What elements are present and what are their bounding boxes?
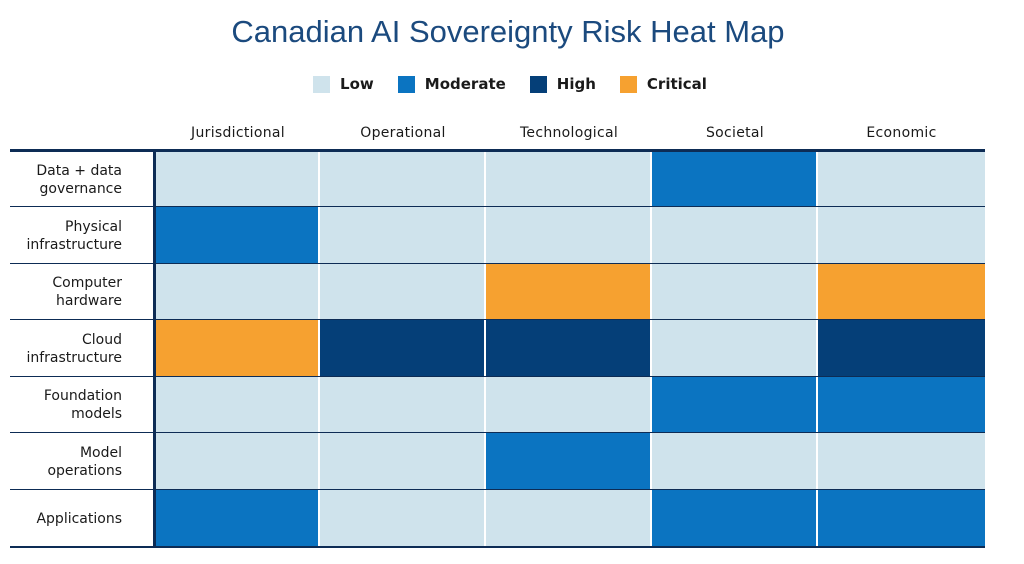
row-label: Model operations xyxy=(10,433,122,490)
legend-swatch xyxy=(397,75,415,93)
heatmap-cell xyxy=(652,264,818,320)
legend-label: Critical xyxy=(646,75,707,93)
heatmap-cell xyxy=(818,377,985,433)
column-header: Jurisdictional xyxy=(191,125,285,141)
row-label: Foundation models xyxy=(10,377,122,433)
column-header: Economic xyxy=(866,125,937,141)
row-label: Physical infrastructure xyxy=(10,207,122,264)
legend-swatch xyxy=(529,75,547,93)
heatmap-cell xyxy=(818,320,985,377)
chart-title: Canadian AI Sovereignty Risk Heat Map xyxy=(231,14,785,49)
heatmap-cell xyxy=(320,320,486,377)
legend-swatch xyxy=(313,75,331,93)
heatmap-cell xyxy=(156,207,320,264)
row-divider xyxy=(10,319,985,320)
heatmap-cell xyxy=(818,490,985,547)
legend-label: Moderate xyxy=(424,75,506,93)
legend: Low Moderate High Critical xyxy=(0,75,1024,93)
heatmap-cell xyxy=(320,490,486,547)
heatmap-cell xyxy=(486,207,652,264)
heatmap-cell xyxy=(320,264,486,320)
row-label: Cloud infrastructure xyxy=(10,320,122,377)
heatmap-cell xyxy=(486,377,652,433)
heatmap-cell xyxy=(486,264,652,320)
row-label-text: Data + data governance xyxy=(36,162,122,197)
heatmap-cell xyxy=(486,433,652,490)
heatmap-cell xyxy=(818,152,985,207)
heatmap-cell xyxy=(818,264,985,320)
heatmap-cell xyxy=(156,320,320,377)
row-divider xyxy=(10,489,985,490)
legend-item: Critical xyxy=(619,75,711,93)
row-label-text: Applications xyxy=(36,510,122,527)
row-label-text: Computer hardware xyxy=(52,275,122,309)
row-divider xyxy=(10,376,985,377)
row-label-text: Cloud infrastructure xyxy=(26,331,122,366)
row-label-text: Physical infrastructure xyxy=(26,218,122,253)
heatmap-cell xyxy=(652,152,818,207)
row-label: Data + data governance xyxy=(10,152,122,207)
heatmap-cell xyxy=(818,207,985,264)
heatmap-cell xyxy=(156,264,320,320)
heatmap-cell xyxy=(156,377,320,433)
column-header: Societal xyxy=(705,125,764,141)
header-rule xyxy=(10,149,985,152)
heatmap-cell xyxy=(156,152,320,207)
heatmap-cell xyxy=(486,152,652,207)
heatmap-cell xyxy=(320,152,486,207)
heatmap-cell xyxy=(156,433,320,490)
heatmap-cell xyxy=(156,490,320,547)
row-divider xyxy=(10,206,985,207)
legend-item: Low xyxy=(313,75,378,93)
heatmap-cell xyxy=(486,320,652,377)
row-divider xyxy=(10,263,985,264)
heatmap-cell xyxy=(320,377,486,433)
legend-label: High xyxy=(556,75,596,93)
row-divider xyxy=(10,432,985,433)
legend-item: High xyxy=(529,75,600,93)
heatmap-cell xyxy=(320,207,486,264)
column-header: Technological xyxy=(519,125,619,141)
heatmap-cell xyxy=(652,433,818,490)
heatmap-cell xyxy=(320,433,486,490)
row-label-divider xyxy=(153,150,156,548)
legend-item: Moderate xyxy=(397,75,510,93)
legend-label: Low xyxy=(340,75,374,93)
heatmap-cell xyxy=(652,377,818,433)
column-header: Operational xyxy=(360,125,446,141)
heatmap-cell xyxy=(652,320,818,377)
row-label-text: Foundation models xyxy=(43,388,122,422)
heatmap-cell xyxy=(652,207,818,264)
row-label: Computer hardware xyxy=(10,264,122,320)
legend-swatch xyxy=(619,75,637,93)
heatmap-cell xyxy=(818,433,985,490)
row-divider xyxy=(10,546,985,548)
heatmap-cell xyxy=(652,490,818,547)
heatmap-cell xyxy=(486,490,652,547)
row-label-text: Model operations xyxy=(47,444,122,479)
row-label: Applications xyxy=(10,490,122,547)
